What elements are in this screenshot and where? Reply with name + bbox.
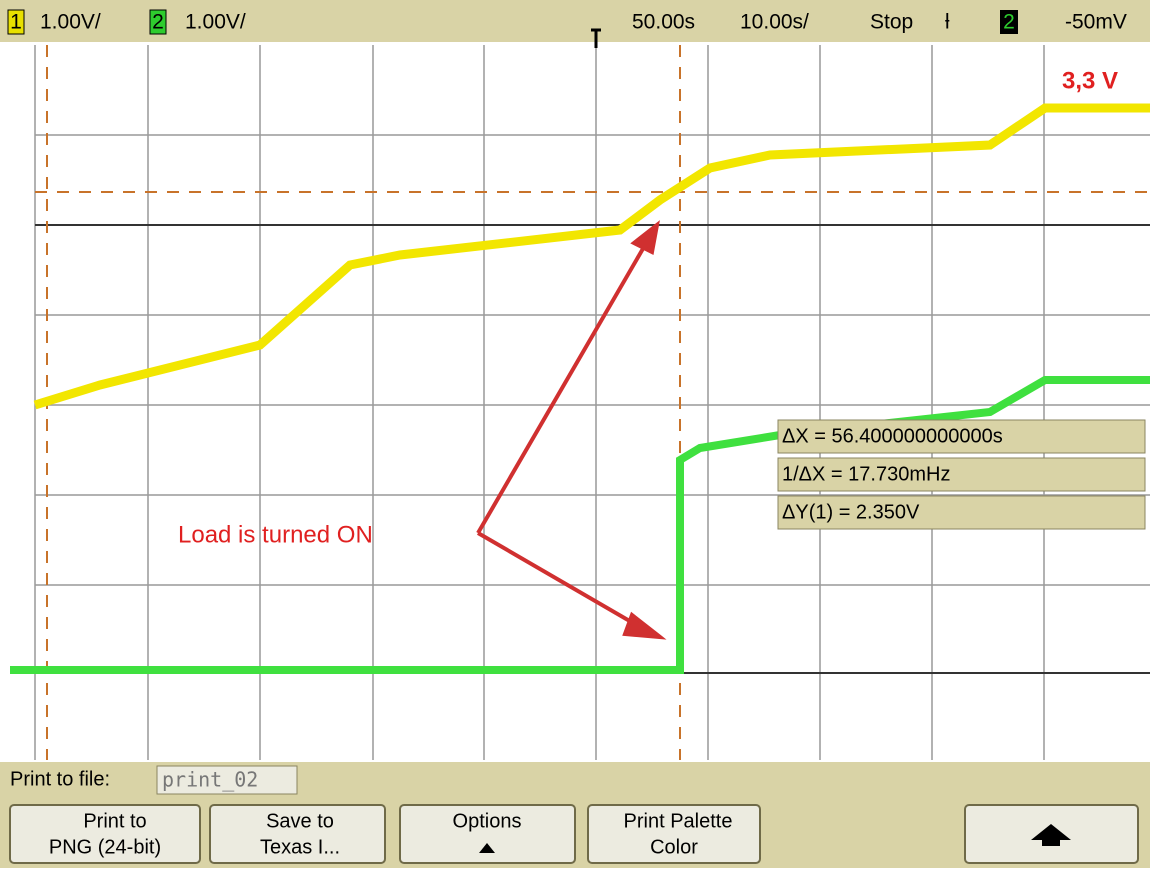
voltage-label: 3,3 V (1062, 67, 1118, 94)
softkey-label: Print to (83, 810, 146, 832)
ch1-label: 1 (10, 11, 22, 34)
time-position: 50.00s (632, 11, 695, 34)
measurement: ΔX = 56.400000000000s (782, 425, 1003, 447)
measurement: ΔY(1) = 2.350V (782, 501, 920, 523)
file-name: print_02 (162, 768, 258, 792)
softkey-label: PNG (24-bit) (49, 836, 161, 858)
softkey-label: Color (650, 836, 698, 858)
scope-screen: 1 1.00V/ 2 1.00V/ 50.00s 10.00s/ Stop ƚ … (0, 0, 1150, 868)
softkey-label: Options (453, 810, 522, 832)
load-label: Load is turned ON (178, 521, 373, 548)
softkey-label: Save to (266, 810, 334, 832)
time-scale: 10.00s/ (740, 11, 809, 34)
measurement: 1/ΔX = 17.730mHz (782, 463, 950, 485)
print-label: Print to file: (10, 768, 110, 790)
ch2-scale: 1.00V/ (185, 11, 246, 34)
run-state: Stop (870, 11, 913, 34)
ch1-scale: 1.00V/ (40, 11, 101, 34)
header-bar (0, 0, 1150, 42)
softkey-label: Texas I... (260, 836, 340, 858)
softkey-label: Print Palette (624, 810, 733, 832)
trigger-level: -50mV (1065, 11, 1127, 34)
trigger-icon: ƚ (945, 11, 950, 34)
ch2-label: 2 (152, 11, 164, 34)
trigger-source: 2 (1003, 11, 1015, 34)
